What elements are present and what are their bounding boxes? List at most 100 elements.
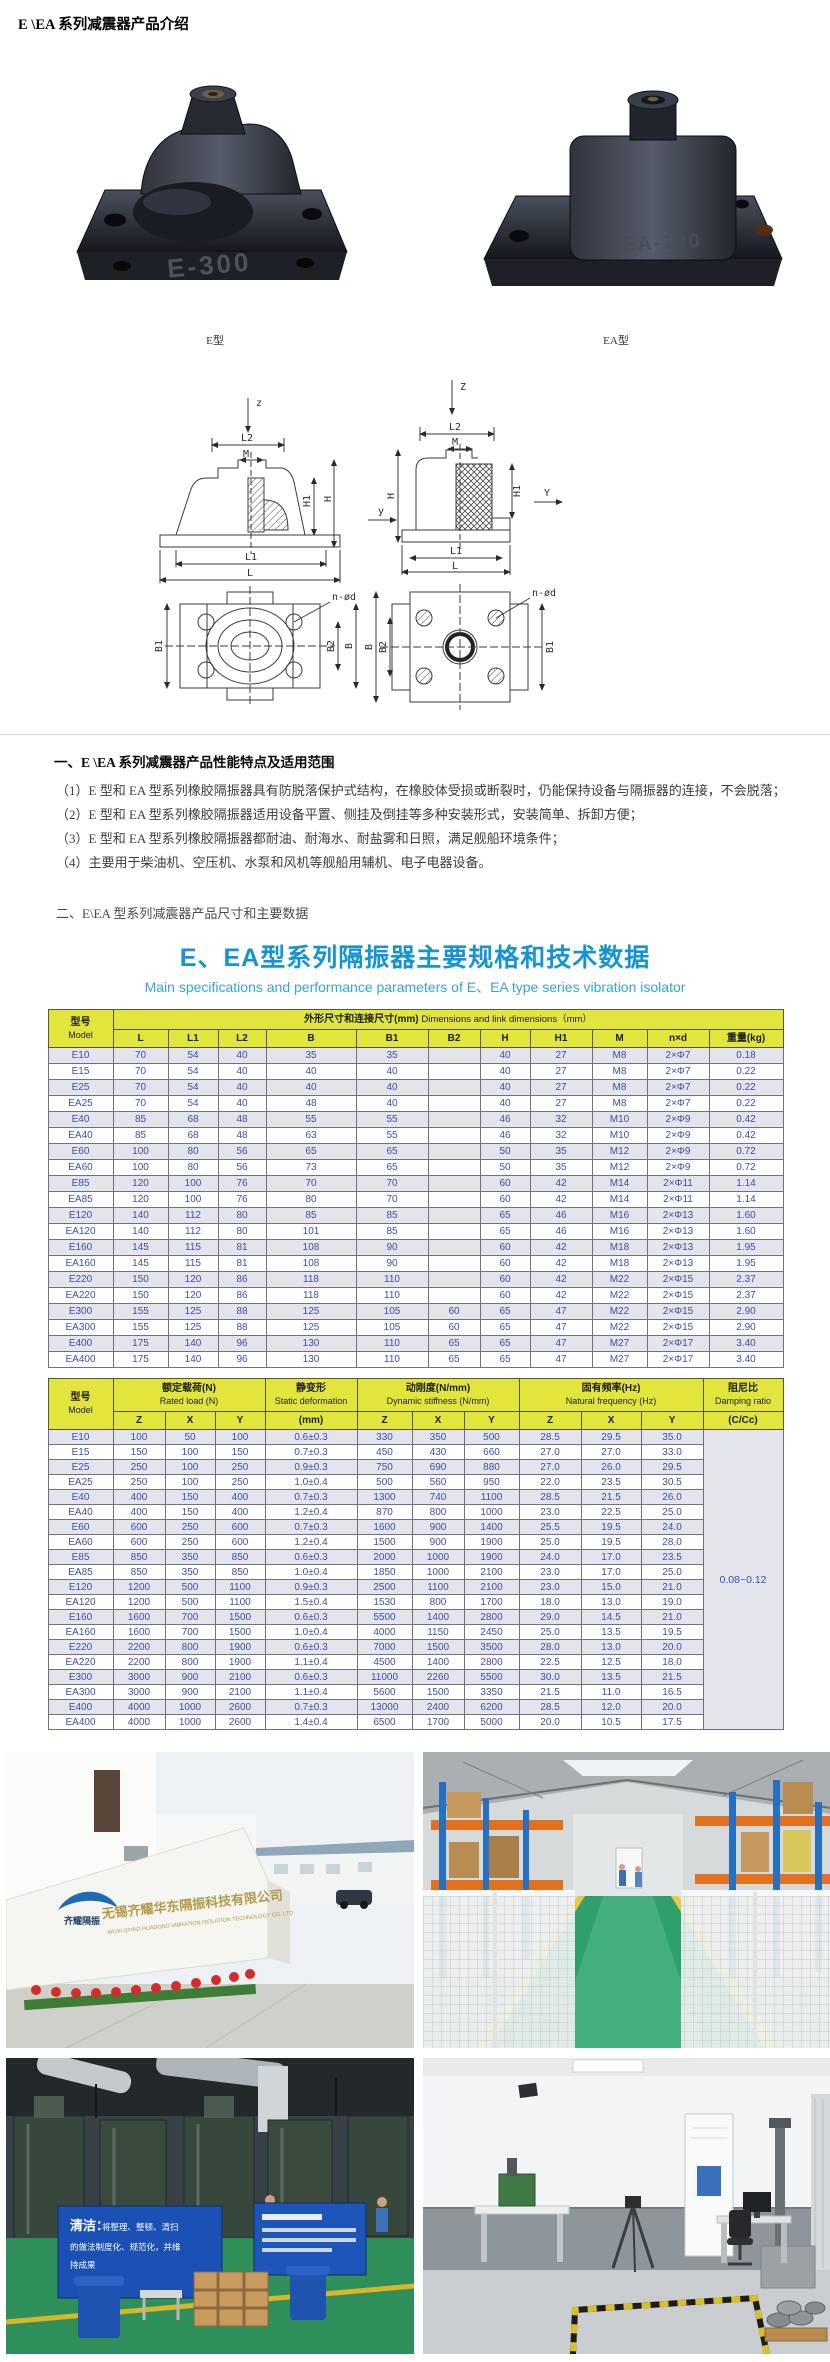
dim-column-header: H — [479, 1029, 531, 1049]
dim-value-cell: 85 — [265, 1207, 357, 1225]
dim-value-cell: 80 — [167, 1143, 219, 1161]
dim-value-cell: 2×Φ11 — [646, 1191, 710, 1209]
perf-value-cell: 1400 — [411, 1609, 465, 1626]
perf-value-cell: 500 — [164, 1579, 216, 1596]
damping-ratio-cell: 0.08~0.12 — [702, 1429, 784, 1731]
perf-value-cell: 1100 — [463, 1489, 520, 1506]
dim-value-cell: 60 — [479, 1191, 531, 1209]
perf-value-cell: 500 — [463, 1429, 520, 1446]
wall-speaker — [518, 2083, 538, 2099]
info-board-2 — [253, 2202, 367, 2276]
dim-value-cell: 35 — [355, 1047, 429, 1065]
dim-value-cell: 100 — [167, 1175, 219, 1193]
page-title: E \EA 系列减震器产品介绍 — [18, 17, 189, 33]
perf-value-cell: 900 — [411, 1534, 465, 1551]
dim-value-cell: 2×Φ15 — [646, 1319, 710, 1337]
dim-value-cell: M18 — [591, 1255, 648, 1273]
dim-value-cell: 65 — [479, 1303, 531, 1321]
dim-value-cell: 112 — [167, 1207, 219, 1225]
perf-group-header: 固有频率(Hz) Natural frequency (Hz) — [518, 1378, 704, 1413]
model-cell: E15 — [47, 1063, 114, 1081]
perf-row-E300: E300 3000 900 2100 0.6±0.3 11000 2260 5500 30.0 1… — [47, 1669, 783, 1686]
dim-value-cell: M22 — [591, 1319, 648, 1337]
model-cell: E400 — [47, 1699, 114, 1716]
dim-value-cell: 3.40 — [708, 1335, 784, 1353]
dim-row-E15: E15 70 54 40 40 40 40 27 M8 2×Φ7 0.22 — [47, 1063, 784, 1081]
dim-value-cell: 55 — [265, 1111, 357, 1129]
svg-text:B2: B2 — [378, 641, 389, 653]
test-lab-image — [423, 2058, 830, 2355]
e-type-isolator: E-300 — [76, 85, 348, 284]
perf-value-cell: 5500 — [356, 1609, 413, 1626]
perf-value-cell: 23.0 — [518, 1579, 582, 1596]
perf-value-cell: 2800 — [463, 1654, 520, 1671]
perf-value-cell: 100 — [214, 1429, 266, 1446]
dim-column-header: L2 — [217, 1029, 267, 1049]
model-cell: EA120 — [47, 1594, 114, 1611]
dim-value-cell: M22 — [591, 1303, 648, 1321]
ea-type-isolator-image: EA-120 — [424, 44, 814, 311]
dim-row-EA85: EA85 120 100 76 80 70 60 42 M14 2×Φ11 1.14 — [47, 1191, 784, 1209]
axis-header: Z — [356, 1411, 413, 1431]
perf-row-E85: E85 850 350 850 0.6±0.3 2000 1000 1900 24.0 17.0 2… — [47, 1549, 783, 1566]
perf-value-cell: 150 — [214, 1444, 266, 1461]
dim-value-cell: 65 — [479, 1335, 531, 1353]
dim-value-cell: 1.95 — [708, 1255, 784, 1273]
perf-value-cell: 700 — [164, 1624, 216, 1641]
perf-value-cell: 400 — [214, 1489, 266, 1506]
dim-value-cell: 40 — [479, 1063, 531, 1081]
dim-value-cell: 155 — [112, 1303, 169, 1321]
perf-value-cell: 800 — [411, 1504, 465, 1521]
perf-value-cell: 1400 — [463, 1519, 520, 1536]
model-cell: E10 — [47, 1429, 114, 1446]
dim-value-cell: 175 — [112, 1351, 169, 1369]
hazard-tape — [570, 2295, 770, 2355]
dimensions-heading: 二、E\EA 型系列减震器产品尺寸和主要数据 — [56, 906, 309, 921]
dim-row-EA25: EA25 70 54 40 48 40 40 27 M8 2×Φ7 0.22 — [47, 1095, 784, 1113]
perf-value-cell: 1000 — [411, 1549, 465, 1566]
dim-value-cell: 108 — [265, 1239, 357, 1257]
dim-value-cell: 27 — [529, 1095, 593, 1113]
perf-value-cell: 560 — [411, 1474, 465, 1491]
dim-value-cell — [427, 1095, 481, 1113]
dim-value-cell: 1.14 — [708, 1175, 784, 1193]
dim-value-cell: M8 — [591, 1063, 648, 1081]
dim-column-header: L — [112, 1029, 169, 1049]
metal-parts-pallet — [764, 2300, 828, 2342]
svg-text:清洁：: 清洁： — [70, 2218, 109, 2233]
perf-value-cell: 1530 — [356, 1594, 413, 1611]
perf-value-cell: 1600 — [112, 1609, 166, 1626]
dim-value-cell: 118 — [265, 1271, 357, 1289]
perf-value-cell: 800 — [411, 1594, 465, 1611]
perf-value-cell: 28.0 — [640, 1534, 704, 1551]
model-cell: E40 — [47, 1489, 114, 1506]
performance-table: 型号 Model 额定载荷(N) Rated load (N) 静变形 Static de… — [47, 1378, 784, 1731]
spec-table-subtitle: Main specifications and performance para… — [144, 979, 686, 995]
ea-type-side-view — [395, 380, 563, 575]
e-type-marking: E-300 — [166, 246, 253, 283]
perf-value-cell: 15.0 — [580, 1579, 642, 1596]
perf-value-cell: 17.5 — [640, 1714, 704, 1731]
dim-value-cell — [427, 1175, 481, 1193]
perf-value-cell: 1400 — [411, 1654, 465, 1671]
dim-value-cell: 40 — [479, 1079, 531, 1097]
ea-type-isolator: EA-120 — [483, 90, 783, 286]
dim-value-cell: 65 — [479, 1351, 531, 1369]
perf-row-E400: E400 4000 1000 2600 0.7±0.3 13000 2400 6200 28.5… — [47, 1699, 783, 1716]
dim-value-cell: 46 — [529, 1207, 593, 1225]
dim-value-cell: 145 — [112, 1255, 169, 1273]
mesh-fence-right — [681, 1890, 830, 2049]
perf-group-header: 静变形 Static deformation — [264, 1378, 358, 1413]
dim-row-E160: E160 145 115 81 108 90 60 42 M18 2×Φ13 1.95 — [47, 1239, 784, 1257]
dim-value-cell: 2×Φ11 — [646, 1175, 710, 1193]
feature-item-4: （4）主要用于柴油机、空压机、水泵和风机等舰船用辅机、电子电器设备。 — [56, 855, 492, 870]
dim-value-cell: 1.14 — [708, 1191, 784, 1209]
dim-value-cell: 120 — [112, 1175, 169, 1193]
dim-value-cell: 0.22 — [708, 1095, 784, 1113]
dim-value-cell: 0.72 — [708, 1159, 784, 1177]
dim-value-cell: 96 — [217, 1335, 267, 1353]
dim-value-cell: M8 — [591, 1079, 648, 1097]
perf-row-EA220: EA220 2200 800 1900 1.1±0.4 4500 1400 2800 22.5 1… — [47, 1654, 783, 1671]
dim-value-cell: M22 — [591, 1287, 648, 1305]
